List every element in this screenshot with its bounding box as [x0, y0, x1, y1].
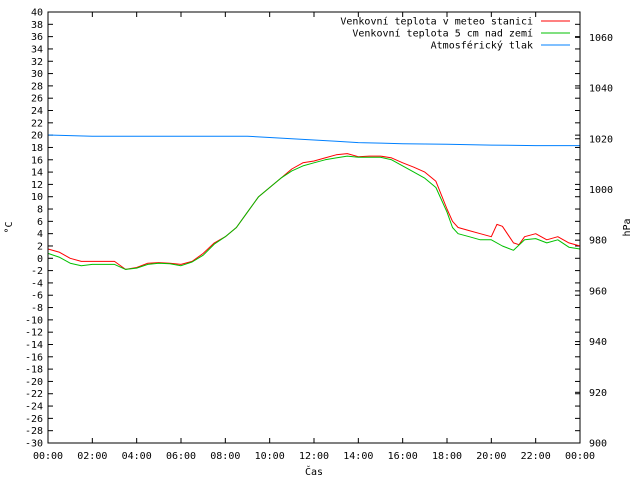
- left-tick-label: 40: [31, 8, 43, 19]
- right-y-axis-title: hPa: [622, 218, 633, 236]
- left-tick-label: -8: [31, 303, 43, 314]
- left-tick-label: -30: [25, 439, 43, 450]
- right-y-axis-ticks: 900 920 940 960 980 1000 1020 1040 1060: [575, 33, 613, 450]
- left-tick-label: -24: [25, 402, 43, 413]
- left-tick-label: -14: [25, 340, 43, 351]
- left-tick-label: 2: [37, 241, 43, 252]
- plot-lines: [47, 134, 581, 270]
- series-line-1: [47, 155, 581, 270]
- right-tick-label: 980: [589, 236, 607, 247]
- left-tick-label: 10: [31, 192, 43, 203]
- right-tick-label: 1000: [589, 185, 613, 196]
- series-line-2: [47, 134, 580, 147]
- legend-label: Venkovní teplota v meteo stanici: [340, 16, 533, 28]
- left-tick-label: 28: [31, 81, 43, 92]
- x-tick-label: 00:00: [33, 451, 63, 462]
- left-tick-label: 34: [31, 44, 43, 55]
- left-tick-label: -18: [25, 365, 43, 376]
- left-tick-label: 8: [37, 205, 43, 216]
- right-tick-label: 1020: [589, 134, 613, 145]
- x-tick-label: 18:00: [432, 451, 462, 462]
- x-tick-label: 10:00: [255, 451, 285, 462]
- left-y-axis-ticks: -30-28-26-24-22-20-18-16-14-12-10-8-6-4-…: [25, 8, 580, 450]
- right-tick-label: 1040: [589, 84, 613, 95]
- left-tick-label: -4: [31, 278, 43, 289]
- left-tick-label: -16: [25, 352, 43, 363]
- left-tick-label: 26: [31, 94, 43, 105]
- x-tick-label: 02:00: [77, 451, 107, 462]
- right-tick-label: 920: [589, 388, 607, 399]
- left-tick-label: 0: [37, 254, 43, 265]
- left-tick-label: 6: [37, 217, 43, 228]
- x-tick-label: 12:00: [299, 451, 329, 462]
- left-tick-label: -12: [25, 328, 43, 339]
- left-tick-label: -28: [25, 426, 43, 437]
- left-tick-label: 36: [31, 32, 43, 43]
- legend-label: Atmosférický tlak: [431, 40, 533, 52]
- x-tick-label: 14:00: [343, 451, 373, 462]
- left-tick-label: 12: [31, 180, 43, 191]
- left-tick-label: 14: [31, 168, 43, 179]
- x-tick-label: 00:00: [565, 451, 595, 462]
- left-tick-label: -26: [25, 414, 43, 425]
- right-tick-label: 900: [589, 439, 607, 450]
- x-tick-label: 22:00: [521, 451, 551, 462]
- right-tick-label: 960: [589, 286, 607, 297]
- left-tick-label: 22: [31, 118, 43, 129]
- x-tick-label: 16:00: [388, 451, 418, 462]
- left-tick-label: -20: [25, 377, 43, 388]
- legend-label: Venkovní teplota 5 cm nad zemí: [352, 28, 533, 40]
- left-tick-label: -10: [25, 315, 43, 326]
- left-tick-label: 24: [31, 106, 43, 117]
- x-tick-label: 04:00: [122, 451, 152, 462]
- right-tick-label: 940: [589, 337, 607, 348]
- left-tick-label: 4: [37, 229, 43, 240]
- left-tick-label: -22: [25, 389, 43, 400]
- x-tick-label: 20:00: [476, 451, 506, 462]
- left-tick-label: 32: [31, 57, 43, 68]
- left-tick-label: -2: [31, 266, 43, 277]
- left-tick-label: 30: [31, 69, 43, 80]
- left-tick-label: 38: [31, 20, 43, 31]
- x-tick-label: 08:00: [210, 451, 240, 462]
- left-tick-label: 18: [31, 143, 43, 154]
- left-tick-label: -6: [31, 291, 43, 302]
- right-tick-label: 1060: [589, 33, 613, 44]
- left-y-axis-title: °C: [4, 221, 15, 233]
- left-tick-label: 16: [31, 155, 43, 166]
- x-axis-title: Čas: [305, 465, 323, 478]
- x-axis-ticks: 00:00 02:00 04:00 06:00 08:00 10:00 12:00 14:00…: [33, 12, 595, 462]
- left-tick-label: 20: [31, 131, 43, 142]
- x-tick-label: 06:00: [166, 451, 196, 462]
- legend: Venkovní teplota v meteo staniciVenkovní…: [340, 16, 570, 52]
- plot-frame: [47, 11, 581, 444]
- series-line-0: [47, 153, 581, 270]
